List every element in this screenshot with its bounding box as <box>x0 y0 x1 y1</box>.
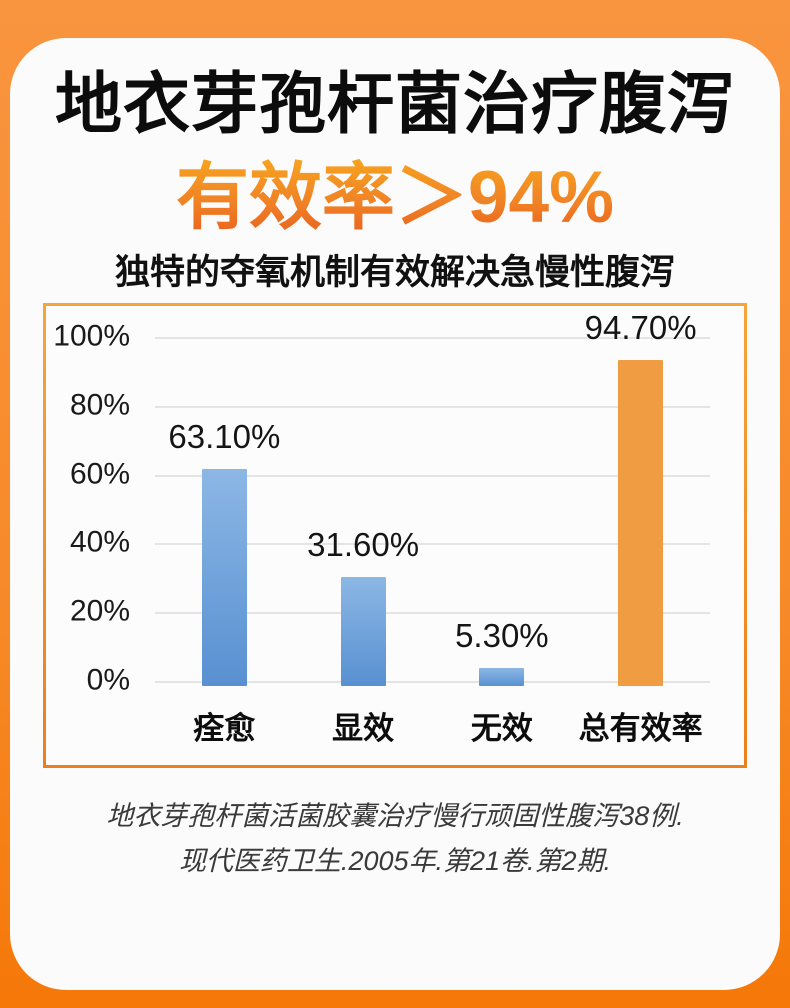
gridline <box>155 337 710 339</box>
chart-category-labels: 痊愈 显效 无效 总有效率 <box>155 703 710 748</box>
gridline <box>155 543 710 546</box>
y-axis-tick-label: 40% <box>69 526 130 560</box>
y-axis-tick-label: 60% <box>69 457 130 491</box>
y-axis-tick-label: 80% <box>69 388 130 422</box>
gridline <box>155 474 710 477</box>
gridline <box>155 681 710 683</box>
category-label: 痊愈 <box>193 711 256 746</box>
gridline <box>155 612 710 615</box>
y-axis-tick-label: 0% <box>86 663 130 697</box>
subtitle: 独特的夺氧机制有效解决急慢性腹泻 <box>114 253 675 292</box>
bar-value-label: 31.60% <box>307 526 420 563</box>
citation-line-1: 地衣芽孢杆菌活菌胶囊治疗慢行顽固性腹泻38例. <box>106 801 684 831</box>
y-axis-tick-label: 100% <box>53 319 130 353</box>
poster-card: 地衣芽孢杆菌治疗腹泻 有效率＞94% 独特的夺氧机制有效解决急慢性腹泻 100%… <box>10 38 780 990</box>
bar <box>340 577 386 686</box>
effectiveness-headline: 有效率＞94% <box>10 156 780 240</box>
bar-value-label: 94.70% <box>584 309 697 346</box>
citation: 地衣芽孢杆菌活菌胶囊治疗慢行顽固性腹泻38例. 现代医药卫生.2005年.第21… <box>10 794 780 884</box>
category-label: 无效 <box>470 711 533 746</box>
bar <box>479 668 525 686</box>
gridline <box>155 405 710 408</box>
category-label: 总有效率 <box>578 711 703 746</box>
bar-column: 5.30% <box>433 306 572 686</box>
bar-value-label: 5.30% <box>455 617 549 654</box>
bar <box>201 469 247 686</box>
bar-column: 63.10% <box>155 306 294 686</box>
citation-line-2: 现代医药卫生.2005年.第21卷.第2期. <box>178 846 612 876</box>
bar <box>618 360 664 686</box>
page-title: 地衣芽孢杆菌治疗腹泻 <box>55 67 735 142</box>
y-axis-tick-label: 20% <box>69 594 130 628</box>
chart-bars: 63.10% 31.60% 5.30% 94.70% <box>155 306 710 686</box>
category-label: 显效 <box>332 711 395 746</box>
bar-column: 94.70% <box>571 306 710 686</box>
bar-value-label: 63.10% <box>168 418 281 455</box>
bar-column: 31.60% <box>294 306 433 686</box>
bar-chart-panel: 100% 80% 60% 40% 20% 0% 63.10% 31.60% 5.30% 94.7… <box>43 303 747 768</box>
